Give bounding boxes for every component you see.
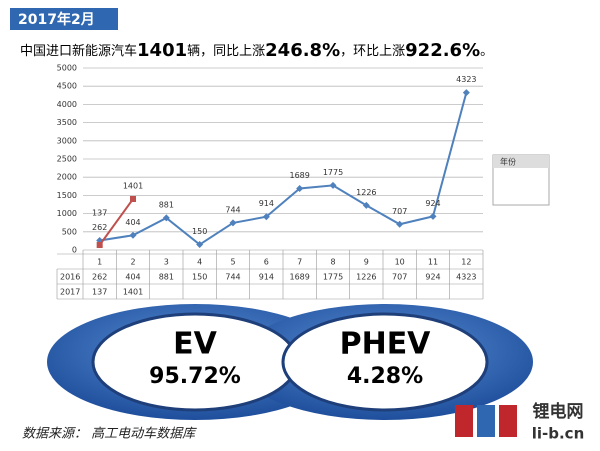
data-label: 4323	[456, 75, 476, 84]
table-cell: 707	[392, 273, 407, 282]
table-cell: 914	[259, 273, 274, 282]
y-tick-label: 500	[62, 227, 77, 236]
data-label: 137	[92, 209, 107, 218]
y-tick-label: 4000	[57, 100, 77, 109]
table-cell: 1689	[289, 273, 309, 282]
point	[362, 201, 370, 209]
share-center	[281, 312, 489, 412]
point	[229, 219, 237, 227]
data-label: 1775	[323, 168, 343, 177]
chart: 0 500 1000 1500 2000 2500 3000 3500 4000 4500 5000…	[57, 64, 538, 300]
headline-text: 中国进口新能源汽车	[20, 43, 137, 59]
table-cell: 1226	[356, 273, 376, 282]
data-label: 707	[392, 207, 407, 216]
data-label: 1226	[356, 188, 376, 197]
data-label: 924	[425, 199, 440, 208]
logo-name: 锂电网	[533, 401, 584, 422]
data-label: 262	[92, 223, 107, 232]
point	[162, 214, 170, 222]
x-tick-label: 1	[97, 258, 102, 267]
share-value: 95.72%	[149, 364, 241, 389]
header-box	[10, 8, 118, 30]
x-tick-label: 11	[428, 258, 438, 267]
x-tick-label: 8	[330, 258, 335, 267]
table-cell: 881	[159, 273, 174, 282]
table-row-label: 2017	[60, 288, 80, 297]
headline-number: 922.6%	[405, 40, 480, 61]
table-row-label: 2016	[60, 273, 80, 282]
point	[429, 212, 437, 220]
table-cell: 4323	[456, 273, 476, 282]
headline-text: ，环比上涨	[340, 44, 405, 59]
x-tick-label: 4	[197, 258, 202, 267]
data-label: 744	[225, 205, 240, 214]
headline-text: 。	[480, 44, 493, 59]
table-cell: 924	[425, 273, 440, 282]
share-value: 4.28%	[347, 364, 423, 389]
table-cell: 262	[92, 273, 107, 282]
y-tick-label: 0	[72, 246, 77, 255]
y-tick-label: 2000	[57, 173, 77, 182]
share-label: EV	[173, 327, 217, 362]
x-tick-label: 7	[297, 258, 302, 267]
header: 2017年2月	[18, 11, 95, 28]
x-tick-label: 2	[130, 258, 135, 267]
table-cell: 1775	[323, 273, 343, 282]
table-cell: 1401	[123, 288, 143, 297]
data-label: 881	[159, 200, 174, 209]
x-tick-label: 3	[164, 258, 169, 267]
x-tick-label: 10	[395, 258, 405, 267]
point	[329, 181, 337, 189]
series-line	[99, 92, 468, 246]
headline-number: 246.8%	[265, 40, 340, 61]
point	[196, 241, 204, 249]
point	[262, 213, 270, 221]
point	[396, 220, 404, 228]
point	[130, 196, 136, 203]
logo-block	[499, 405, 517, 437]
logo-url: li-b.cn	[532, 425, 585, 443]
legend-header	[493, 155, 549, 168]
data-label: 404	[125, 218, 140, 227]
shares: EV 95.72% PHEV 4.28%	[47, 304, 533, 420]
y-tick-label: 4500	[57, 82, 77, 91]
y-tick-label: 3000	[57, 136, 77, 145]
table-cell: 404	[125, 273, 140, 282]
point	[96, 242, 103, 249]
y-tick-label: 1500	[57, 191, 77, 200]
data-label: 914	[259, 199, 274, 208]
x-tick-label: 6	[264, 258, 269, 267]
logo-block	[455, 405, 473, 437]
logo-block	[477, 405, 495, 437]
point	[296, 185, 304, 193]
table-cell: 744	[225, 273, 240, 282]
data-label: 1401	[123, 182, 143, 191]
series-line	[98, 198, 134, 246]
headline-number: 1401	[137, 40, 187, 61]
x-tick-label: 5	[230, 258, 235, 267]
y-tick-label: 2500	[57, 155, 77, 164]
source: 数据来源： 高工电动车数据库	[22, 427, 197, 442]
data-label: 1689	[289, 171, 309, 180]
legend-title: 年份	[500, 157, 516, 167]
point	[129, 231, 137, 239]
table-cell: 137	[92, 288, 107, 297]
y-tick-label: 5000	[57, 64, 77, 73]
x-tick-label: 12	[461, 258, 471, 267]
y-tick-label: 1000	[57, 209, 77, 218]
y-tick-label: 3500	[57, 118, 77, 127]
point	[462, 89, 470, 97]
data-label: 150	[192, 227, 207, 236]
share-label: PHEV	[340, 327, 432, 362]
headline: 中国进口新能源汽车1401辆，同比上涨246.8%，环比上涨922.6%。	[20, 40, 493, 61]
headline-text: 辆，同比上涨	[187, 44, 265, 59]
x-tick-label: 9	[364, 258, 369, 267]
table-cell: 150	[192, 273, 207, 282]
